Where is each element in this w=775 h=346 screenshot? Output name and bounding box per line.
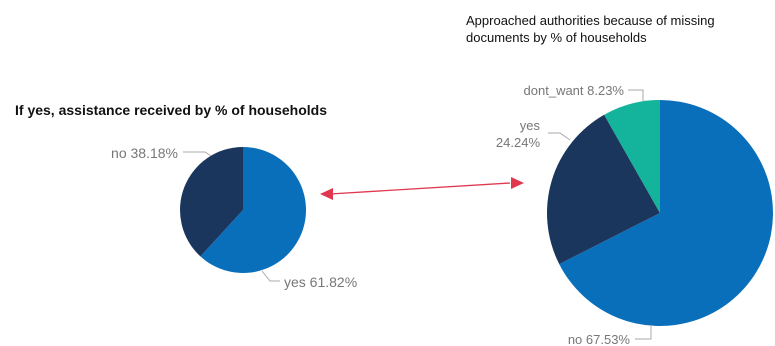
pie-chart-approached-authorities: Approached authorities because of missin… — [466, 13, 774, 346]
pie-slice-yes — [200, 147, 307, 273]
leader-line-no-right — [635, 325, 652, 340]
slice-label-yes: yes 61.82% — [284, 274, 357, 290]
pie-slice-yes — [546, 114, 660, 265]
slice-label-yes-line-1: yes — [520, 118, 541, 133]
arrowhead-right — [511, 177, 524, 189]
chart-title-assistance: If yes, assistance received by % of hous… — [15, 102, 327, 118]
chart-title-authorities-line-1: Approached authorities because of missin… — [466, 13, 715, 28]
leader-line-yes — [261, 270, 280, 282]
pie-slice-no — [559, 100, 774, 327]
slice-label-no-right: no 67.53% — [568, 332, 631, 346]
pie-chart-assistance-received: If yes, assistance received by % of hous… — [15, 102, 357, 290]
slice-label-yes-line-2: 24.24% — [496, 135, 541, 150]
connector-line — [329, 182, 511, 195]
leader-line-no — [183, 151, 212, 157]
slice-label-no: no 38.18% — [111, 145, 178, 161]
chart-title-authorities-line-2: documents by % of households — [466, 30, 647, 45]
leader-line-dont-want — [628, 89, 644, 101]
connector-arrow — [320, 177, 524, 200]
arrowhead-left — [320, 188, 333, 200]
pie-slice-no — [180, 147, 243, 257]
leader-line-yes-right — [548, 132, 571, 141]
slice-label-dont-want: dont_want 8.23% — [524, 83, 625, 98]
pie-slice-dont-want — [604, 100, 660, 213]
